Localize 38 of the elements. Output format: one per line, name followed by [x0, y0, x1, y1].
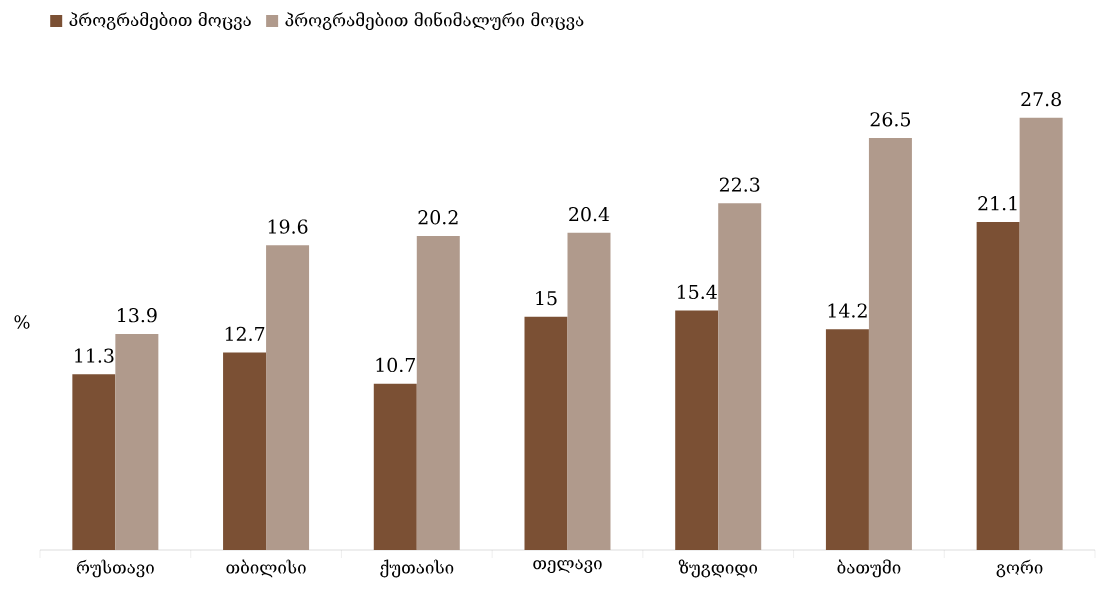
data-label: 10.7: [376, 357, 415, 373]
data-label: 11.3: [75, 348, 114, 363]
bar: [976, 221, 1020, 550]
data-label: 13.9: [118, 308, 157, 323]
data-label: 15.4: [677, 284, 717, 300]
x-tick-label: ქუთაისი: [380, 559, 454, 578]
data-label: 26.5: [870, 112, 911, 127]
x-tick-label: გორი: [996, 559, 1043, 578]
x-tick-label: თბილისი: [226, 559, 306, 578]
x-tick-label: ზუგდიდი: [678, 559, 757, 578]
bar: [373, 383, 417, 550]
y-axis-title: %: [14, 315, 30, 329]
data-label: 20.4: [569, 207, 610, 222]
legend-label: პროგრამებით მინიმალური მოცვა: [285, 11, 584, 31]
bar: [1019, 117, 1063, 550]
data-label: 12.7: [225, 326, 265, 342]
bar: [718, 203, 762, 550]
bar: [567, 232, 611, 550]
data-label: 19.6: [268, 219, 308, 234]
bar: [416, 235, 460, 550]
data-label: 14.2: [828, 303, 867, 318]
x-tick-label: რუსთავი: [76, 559, 154, 578]
bar: [72, 374, 116, 550]
bar: [115, 333, 159, 550]
bar: [825, 329, 869, 550]
bar: [223, 352, 267, 550]
bar: [266, 245, 310, 550]
data-label: 22.3: [719, 177, 760, 192]
bar: [524, 316, 568, 550]
data-label: 20.2: [418, 210, 458, 225]
legend-label: პროგრამებით მოცვა: [69, 12, 251, 30]
data-label: 15: [536, 290, 557, 306]
data-label: 21.1: [978, 196, 1017, 211]
x-tick-label: ბათუმი: [837, 559, 901, 578]
x-tick-label: თელავი: [533, 559, 602, 574]
bar: [868, 138, 912, 550]
bar: [675, 310, 719, 550]
data-label: 27.8: [1021, 91, 1061, 107]
